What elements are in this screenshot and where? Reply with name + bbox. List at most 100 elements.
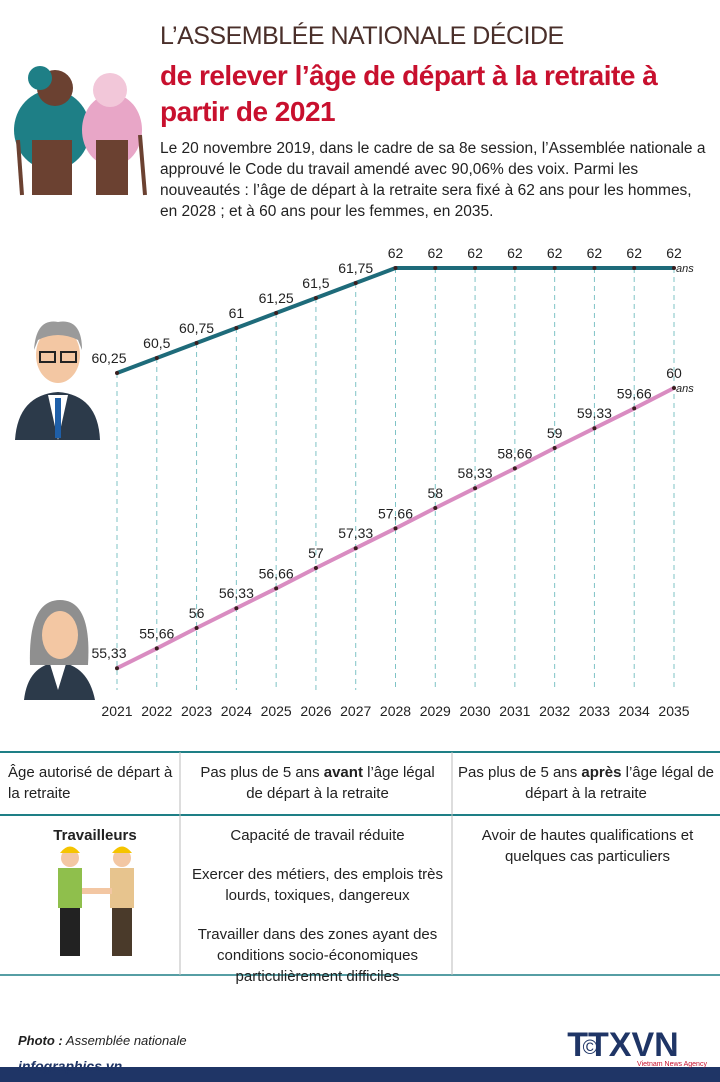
point (194, 341, 199, 345)
point (154, 356, 159, 360)
cell-text: Avoir de hautes qualifications et quelqu… (481, 827, 694, 865)
x-tick-label: 2023 (181, 703, 212, 719)
photo-credit: Photo : Assemblée nationale (18, 1033, 187, 1048)
x-tick-label: 2029 (420, 703, 451, 719)
table-header-cell: Pas plus de 5 ans après l’âge légal de d… (452, 762, 720, 804)
data-label: 62 (467, 245, 483, 261)
cell-text: l’âge légal de départ à la retraite (246, 764, 435, 802)
point (154, 646, 159, 651)
data-label: 61 (229, 305, 245, 321)
cell-text: l’âge légal de départ à la retraite (525, 764, 715, 802)
point (115, 371, 119, 375)
woman-icon (24, 600, 95, 700)
point (552, 446, 557, 450)
data-label: 62 (626, 245, 642, 261)
x-tick-label: 2024 (221, 703, 252, 719)
x-tick-label: 2031 (499, 703, 530, 719)
point (433, 506, 438, 510)
point (512, 266, 517, 270)
x-tick-label: 2027 (340, 703, 371, 719)
x-tick-label: 2026 (300, 703, 331, 719)
point (672, 266, 676, 270)
site: infographics.vn (18, 1058, 123, 1074)
point (592, 266, 597, 270)
table-cell: Capacité de travail réduite Exercer des … (190, 825, 445, 1005)
data-label: 60,5 (143, 335, 170, 351)
table-rules (0, 751, 720, 976)
point (115, 666, 119, 671)
kicker: L’ASSEMBLÉE NATIONALE DÉCIDE (160, 22, 564, 50)
x-tick-label: 2022 (141, 703, 172, 719)
data-label: 60,25 (91, 350, 126, 366)
data-label: 62 (587, 245, 603, 261)
point (313, 296, 318, 300)
point (512, 466, 517, 471)
data-label: 62 (507, 245, 523, 261)
data-label: 60,75 (179, 320, 214, 336)
unit-label: ans (676, 263, 694, 275)
photo-source: Assemblée nationale (62, 1033, 187, 1048)
point (632, 406, 637, 411)
point (234, 326, 239, 330)
agency: Vietnam News Agency (637, 1061, 707, 1068)
point (552, 266, 557, 270)
cell-text: Exercer des métiers, des emplois très lo… (192, 866, 443, 904)
data-label: 61,25 (259, 290, 294, 306)
x-tick-label: 2035 (658, 703, 689, 719)
data-label: 59,66 (617, 385, 652, 401)
logo: TTXVN (567, 1026, 678, 1064)
x-tick-label: 2030 (459, 703, 490, 719)
title: de relever l’âge de départ à la retraite… (160, 60, 658, 91)
unit-label: ans (676, 383, 694, 395)
point (234, 606, 239, 611)
point (194, 626, 199, 630)
table-header-cell: Âge autorisé de départ à la retraite (8, 762, 173, 804)
data-label: 56 (189, 605, 205, 621)
point (274, 311, 279, 315)
chart: 2021 2022 2023 2024 2025 2026 2027 2028 2029 2030… (91, 245, 694, 719)
data-label: 58,33 (458, 465, 493, 481)
data-label: 57,33 (338, 525, 373, 541)
point (353, 546, 358, 551)
row-label: Travailleurs (53, 827, 137, 844)
table-cell: Avoir de hautes qualifications et quelqu… (465, 825, 710, 885)
data-label: 60 (666, 365, 682, 381)
point (473, 486, 478, 491)
x-tick-label: 2021 (101, 703, 132, 719)
cell-emphasis: avant (323, 764, 363, 781)
data-label: 59,33 (577, 405, 612, 421)
x-tick-label: 2033 (579, 703, 610, 719)
point (473, 266, 478, 270)
point (313, 566, 318, 570)
data-label: 61,75 (338, 260, 373, 276)
cell-emphasis: après (581, 764, 622, 781)
x-tick-label: 2032 (539, 703, 570, 719)
point (274, 586, 279, 591)
data-label: 62 (666, 245, 682, 261)
cell-text: Capacité de travail réduite (230, 827, 405, 844)
point (672, 386, 676, 390)
data-label: 58 (427, 485, 443, 501)
data-label: 57,66 (378, 505, 413, 521)
data-label: 58,66 (497, 445, 532, 461)
cell-text: Pas plus de 5 ans (200, 764, 324, 781)
photo-label: Photo : (18, 1033, 63, 1048)
data-label: 55,33 (91, 645, 126, 661)
point (433, 266, 438, 270)
title: partir de 2021 (160, 96, 336, 127)
data-label: 56,33 (219, 585, 254, 601)
data-label: 61,5 (302, 275, 329, 291)
couple-icon (14, 66, 147, 196)
footer-bar (0, 1067, 720, 1082)
data-label: 62 (427, 245, 443, 261)
intro: Le 20 novembre 2019, dans le cadre de sa… (160, 140, 706, 220)
cell-text: Pas plus de 5 ans (457, 764, 582, 781)
point (592, 426, 597, 431)
table-header-cell: Pas plus de 5 ans avant l’âge légal de d… (190, 762, 445, 804)
cell-text: Travailler dans des zones ayant des cond… (197, 926, 438, 985)
cell-text: Âge autorisé de départ à la retraite (8, 764, 173, 802)
x-tick-label: 2034 (619, 703, 650, 719)
data-label: 62 (388, 245, 404, 261)
